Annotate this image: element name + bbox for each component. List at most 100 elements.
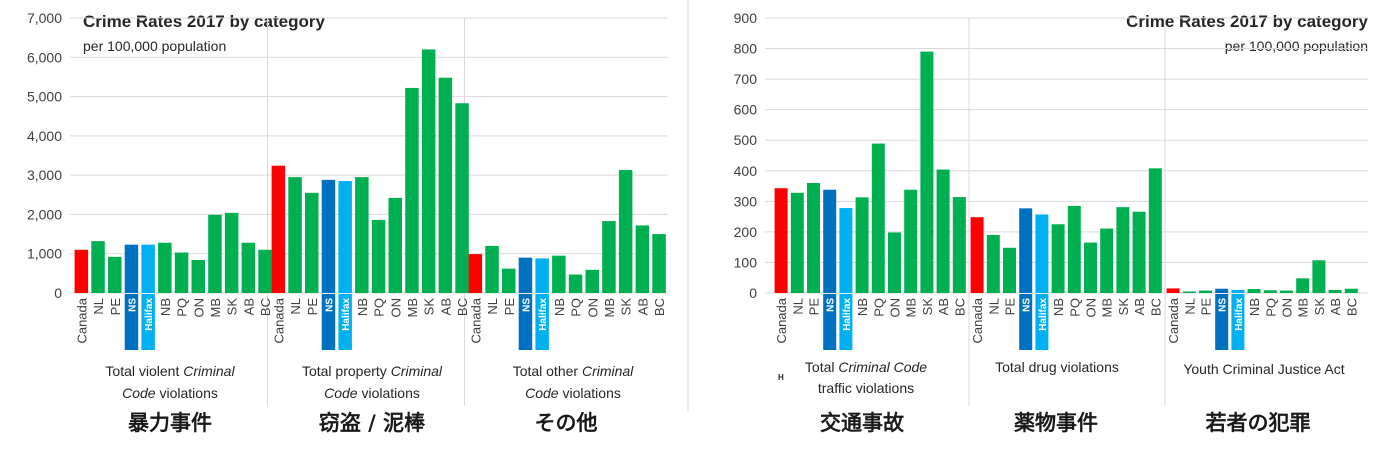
- category-highlight-ns: [1215, 294, 1229, 350]
- category-label: ON: [1084, 298, 1099, 318]
- category-label: PE: [807, 298, 822, 316]
- category-label: PQ: [372, 298, 387, 317]
- category-label: Halifax: [144, 298, 155, 331]
- bar-canada: [774, 188, 788, 293]
- bar-pq: [871, 143, 885, 293]
- group-label-drug: Total drug violations: [995, 359, 1119, 375]
- bar-ns: [1215, 288, 1229, 293]
- category-highlight-halifax: [535, 294, 549, 350]
- category-label: ON: [585, 298, 600, 318]
- bar-pe: [305, 192, 319, 293]
- jp-caption-theft: 窃盗 / 泥棒: [319, 411, 426, 435]
- bar-bc: [1148, 168, 1162, 293]
- category-label: AB: [635, 298, 650, 315]
- category-label: BC: [1148, 298, 1163, 316]
- category-label: AB: [936, 298, 951, 315]
- category-highlight-ns: [823, 294, 837, 350]
- bar-pe: [1003, 247, 1016, 293]
- bar-mb: [904, 189, 918, 293]
- category-highlight-halifax: [141, 294, 155, 350]
- jp-caption-other: その他: [535, 411, 598, 435]
- bar-ab: [936, 169, 950, 293]
- bar-sk: [920, 51, 934, 293]
- bar-nl: [288, 177, 302, 293]
- jp-caption-drug: 薬物事件: [1014, 411, 1098, 435]
- bar-bc: [1344, 288, 1358, 293]
- category-label: NB: [552, 298, 567, 316]
- category-label: ON: [191, 298, 206, 318]
- category-label: NB: [1247, 298, 1262, 316]
- bar-bc: [258, 249, 272, 293]
- bar-canada: [468, 254, 483, 293]
- category-label: NS: [1022, 298, 1033, 312]
- bar-halifax: [338, 181, 352, 293]
- bar-pq: [371, 219, 386, 293]
- y-tick-label: 800: [734, 41, 758, 57]
- category-label: ON: [888, 298, 903, 318]
- bar-nl: [1182, 291, 1196, 293]
- category-label: NL: [91, 298, 106, 315]
- y-tick-label: 300: [734, 193, 758, 209]
- bar-nb: [158, 242, 172, 293]
- bar-on: [388, 197, 402, 293]
- y-tick-label: 200: [734, 224, 758, 240]
- category-label: NL: [485, 298, 500, 315]
- bar-nb: [1247, 289, 1261, 293]
- category-label: NS: [127, 298, 138, 312]
- category-label: PQ: [569, 298, 584, 317]
- bar-nl: [485, 245, 499, 293]
- bar-nl: [91, 241, 105, 293]
- bar-ns: [823, 189, 837, 293]
- category-label: BC: [652, 298, 667, 316]
- bar-halifax: [839, 208, 853, 293]
- category-label: BC: [455, 298, 470, 316]
- y-tick-label: 700: [734, 71, 758, 87]
- bar-nl: [986, 234, 1000, 293]
- left-chart-title: Crime Rates 2017 by category: [83, 12, 325, 31]
- category-label: ON: [1280, 298, 1295, 318]
- bar-pe: [1199, 290, 1212, 293]
- bar-ab: [1328, 289, 1342, 293]
- group-label-other-line2: Code violations: [525, 385, 621, 401]
- category-label: PQ: [1263, 298, 1278, 317]
- category-label: AB: [1328, 298, 1343, 315]
- category-label: Canada: [468, 297, 483, 343]
- bar-on: [1084, 242, 1097, 293]
- category-label: MB: [904, 298, 919, 318]
- category-label: NS: [1218, 298, 1229, 312]
- category-label: Canada: [774, 297, 789, 343]
- category-label: Canada: [271, 297, 286, 343]
- group-label-property-line2: Code violations: [324, 385, 420, 401]
- category-label: AB: [438, 298, 453, 315]
- category-label: Canada: [1166, 297, 1181, 343]
- bar-halifax: [1035, 214, 1049, 293]
- category-label: PQ: [871, 298, 886, 317]
- category-label: SK: [225, 298, 240, 316]
- category-label: SK: [1312, 298, 1327, 316]
- y-tick-label: 0: [749, 285, 757, 301]
- category-label: BC: [952, 298, 967, 316]
- bar-bc: [652, 234, 666, 293]
- category-label: Halifax: [1234, 298, 1245, 331]
- group-label-other-line1: Total other Criminal: [513, 363, 634, 379]
- bar-mb: [1296, 278, 1310, 293]
- category-label: PE: [108, 298, 123, 316]
- category-label: NS: [826, 298, 837, 312]
- bar-on: [1280, 290, 1293, 293]
- bar-canada: [271, 165, 286, 293]
- category-label: SK: [619, 298, 634, 316]
- category-highlight-ns: [518, 294, 533, 350]
- category-label: ON: [388, 298, 403, 318]
- category-label: NL: [790, 298, 805, 315]
- category-label: SK: [920, 298, 935, 316]
- jp-caption-traffic: 交通事故: [820, 411, 905, 435]
- bar-sk: [1116, 207, 1130, 293]
- category-highlight-halifax: [839, 294, 853, 350]
- bar-canada: [74, 249, 89, 293]
- bar-sk: [224, 212, 239, 293]
- bar-sk: [421, 49, 436, 293]
- y-tick-label: 5,000: [27, 89, 62, 105]
- bar-pq: [174, 252, 189, 293]
- right-chart-subtitle: per 100,000 population: [1225, 38, 1368, 54]
- y-tick-label: 4,000: [27, 128, 62, 144]
